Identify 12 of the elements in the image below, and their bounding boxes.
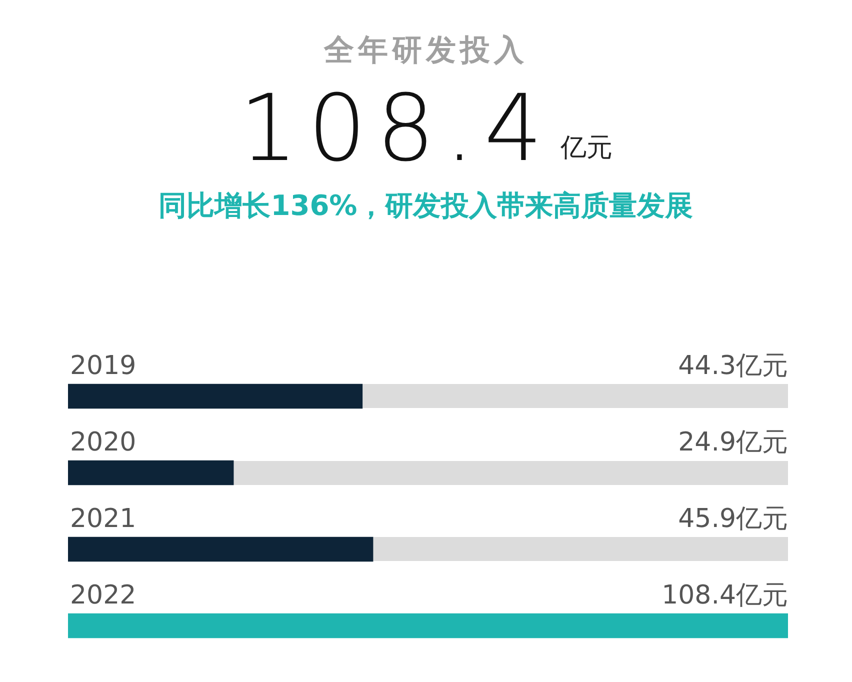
data-label: 108.4亿元 <box>662 580 788 610</box>
y-tick-label: 2020 <box>70 428 136 458</box>
y-tick-label: 2022 <box>70 580 136 610</box>
chart-title: 全年研发投入 <box>322 32 529 70</box>
data-label: 24.9亿元 <box>678 428 788 458</box>
text: 亿元 <box>560 132 613 165</box>
chart-subtitle: 同比增长136%，研发投入带来高质量发展 <box>158 188 694 224</box>
data-label: 45.9亿元 <box>678 504 788 534</box>
y-tick-label: 2019 <box>70 351 136 381</box>
text: 108.4 <box>239 75 553 182</box>
y-tick-label: 2021 <box>70 504 136 534</box>
data-label: 44.3亿元 <box>678 351 788 381</box>
